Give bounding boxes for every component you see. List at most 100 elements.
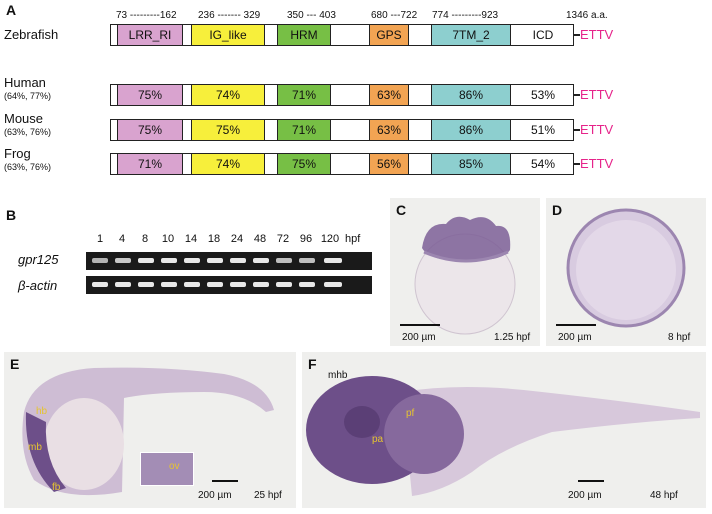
lane-label: 10 xyxy=(161,233,175,245)
gel-band xyxy=(138,258,154,263)
panel-f-letter: F xyxy=(308,356,317,372)
label-ov: ov xyxy=(169,461,180,472)
domain-gps: 63% xyxy=(369,85,409,105)
scale-bar xyxy=(556,324,596,326)
gel-band xyxy=(324,258,342,263)
scale-label: 200 µm xyxy=(558,332,592,343)
gel-band xyxy=(207,282,223,287)
embryo-illustration xyxy=(306,376,700,496)
gel-band xyxy=(276,258,292,263)
domain-ig: 75% xyxy=(191,120,265,140)
gene-label-beta-actin: β-actin xyxy=(18,278,58,293)
embryo-image-e: E hb mb fb ov 200 µm 25 hpf xyxy=(4,352,296,508)
domain-gps: 63% xyxy=(369,120,409,140)
domain-lrr: 75% xyxy=(117,85,183,105)
gel-band xyxy=(253,282,269,287)
domain-lrr: 75% xyxy=(117,120,183,140)
panel-a-letter: A xyxy=(6,2,17,18)
gel-band xyxy=(92,258,108,263)
label-mhb: mhb xyxy=(328,370,348,381)
label-mb: mb xyxy=(28,442,42,453)
lane-label: 8 xyxy=(141,233,149,245)
tail-motif: ETTV xyxy=(580,27,614,42)
lane-label: 96 xyxy=(299,233,313,245)
scale-label: 200 µm xyxy=(198,490,232,501)
lane-label: 1 xyxy=(96,233,104,245)
species-mouse: Mouse (63%, 76%) xyxy=(4,112,51,139)
lane-label: 14 xyxy=(184,233,198,245)
domain-7tm: 86% xyxy=(431,85,511,105)
species-frog: Frog (63%, 76%) xyxy=(4,147,51,174)
gel-band xyxy=(230,258,246,263)
lane-label: 24 xyxy=(230,233,244,245)
panel-b-letter: B xyxy=(6,207,17,223)
stage-label: 48 hpf xyxy=(650,490,678,501)
tail-motif: ETTV xyxy=(580,156,614,171)
species-identity: (63%, 76%) xyxy=(4,162,52,172)
domain-lrr: LRR_RI xyxy=(117,25,183,45)
embryo-illustration xyxy=(566,208,686,328)
domain-ig: IG_like xyxy=(191,25,265,45)
lane-label: 120 xyxy=(320,233,340,245)
domain-hrm: 75% xyxy=(277,154,331,174)
label-fb: fb xyxy=(52,482,61,493)
gel-band xyxy=(253,258,269,263)
label-pf: pf xyxy=(406,408,415,419)
tail-connector xyxy=(574,34,580,36)
domain-bar-mouse: 75% 75% 71% 63% 86% 51% xyxy=(110,119,574,141)
species-identity: (64%, 77%) xyxy=(4,91,52,101)
lane-label: 4 xyxy=(118,233,126,245)
domain-bar-frog: 71% 74% 75% 56% 85% 54% xyxy=(110,153,574,175)
gel-band xyxy=(92,282,108,287)
range-ig: 236 ------- 329 xyxy=(198,10,261,21)
gel-gpr125 xyxy=(86,252,372,270)
gene-label-gpr125: gpr125 xyxy=(18,252,59,267)
range-hrm: 350 --- 403 xyxy=(287,10,336,21)
lane-label: 18 xyxy=(207,233,221,245)
domain-bar-zebrafish: LRR_RI IG_like HRM GPS 7TM_2 ICD xyxy=(110,24,574,46)
gel-band xyxy=(184,282,200,287)
domain-bar-human: 75% 74% 71% 63% 86% 53% xyxy=(110,84,574,106)
domain-lrr: 71% xyxy=(117,154,183,174)
species-human: Human (64%, 77%) xyxy=(4,76,51,103)
range-7tm: 774 ---------923 xyxy=(432,10,499,21)
domain-ig: 74% xyxy=(191,154,265,174)
scale-bar xyxy=(578,480,604,482)
scale-bar xyxy=(400,324,440,326)
gel-band xyxy=(207,258,223,263)
domain-hrm: 71% xyxy=(277,120,331,140)
domain-icd: 53% xyxy=(530,88,556,102)
domain-gps: 56% xyxy=(369,154,409,174)
domain-hrm: HRM xyxy=(277,25,331,45)
species-name: Zebrafish xyxy=(4,27,59,42)
range-gps: 680 ---722 xyxy=(371,10,418,21)
gel-band xyxy=(115,282,131,287)
species-name: Frog xyxy=(4,146,31,161)
gel-beta-actin xyxy=(86,276,372,294)
species-zebrafish: Zebrafish xyxy=(4,28,58,41)
embryo-illustration xyxy=(414,216,516,335)
gel-band xyxy=(299,258,315,263)
tail-motif: ETTV xyxy=(580,87,614,102)
species-name: Human xyxy=(4,75,46,90)
domain-icd: 54% xyxy=(530,157,556,171)
gel-band xyxy=(324,282,342,287)
range-total: 1346 a.a. xyxy=(566,10,608,21)
lane-label: 48 xyxy=(253,233,267,245)
scale-label: 200 µm xyxy=(568,490,602,501)
embryo-image-d: D 200 µm 8 hpf xyxy=(546,198,706,346)
gel-band xyxy=(299,282,315,287)
gel-band xyxy=(115,258,131,263)
embryo-image-f: F mhb pf pa 200 µm 48 hpf xyxy=(302,352,706,508)
gel-band xyxy=(161,282,177,287)
domain-ranges: 73 ---------162 236 ------- 329 350 --- … xyxy=(0,10,712,24)
label-pa: pa xyxy=(372,434,384,445)
range-lrr: 73 ---------162 xyxy=(116,10,177,21)
species-identity: (63%, 76%) xyxy=(4,127,52,137)
panel-d-letter: D xyxy=(552,202,563,218)
lane-unit: hpf xyxy=(345,233,361,245)
gel-band xyxy=(276,282,292,287)
gel-band xyxy=(230,282,246,287)
domain-7tm: 85% xyxy=(431,154,511,174)
domain-hrm: 71% xyxy=(277,85,331,105)
